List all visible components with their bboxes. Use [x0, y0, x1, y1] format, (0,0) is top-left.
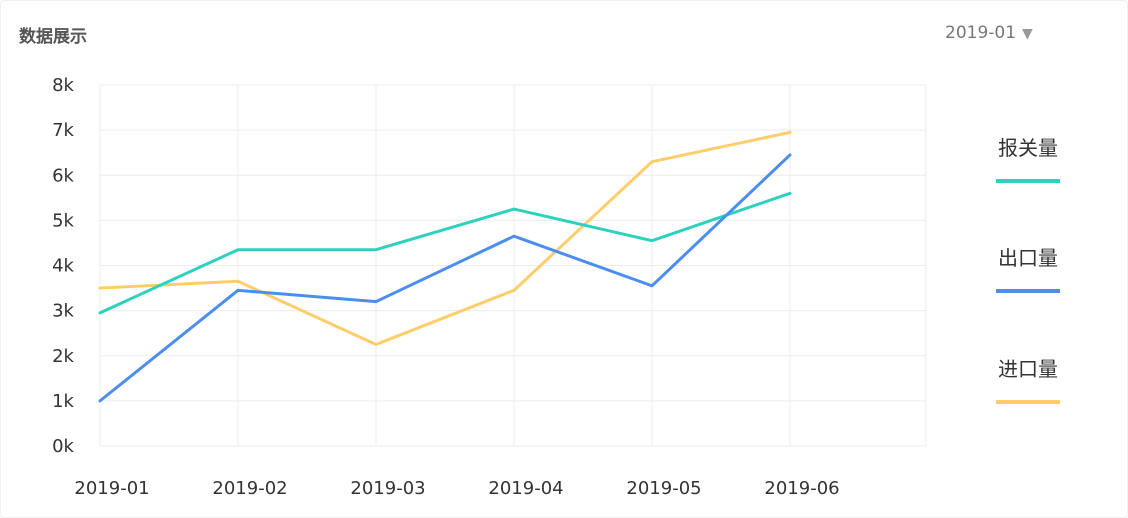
x-tick-label: 2019-03 [350, 478, 425, 499]
legend-label: 报关量 [998, 136, 1058, 160]
legend-label: 进口量 [998, 357, 1058, 381]
series-line [98, 153, 792, 403]
dropdown-arrow-icon: ▼ [1022, 26, 1033, 42]
legend-label: 出口量 [998, 246, 1058, 270]
y-tick-label: 7k [52, 120, 74, 141]
y-tick-label: 3k [52, 301, 74, 322]
x-tick-label: 2019-02 [212, 478, 287, 499]
x-tick-label: 2019-01 [74, 478, 149, 499]
x-tick-label: 2019-05 [626, 478, 701, 499]
month-select-value: 2019-01 [945, 23, 1017, 43]
y-tick-label: 2k [52, 346, 74, 367]
month-select[interactable]: 2019-01 ▼ [945, 23, 1033, 43]
x-tick-label: 2019-06 [764, 478, 839, 499]
x-tick-label: 2019-04 [488, 478, 563, 499]
y-tick-label: 4k [52, 256, 74, 277]
y-tick-label: 6k [52, 165, 74, 186]
series-line [98, 130, 792, 346]
y-axis: 0k 1k 2k 3k 4k 5k 6k 7k 8k [52, 75, 74, 457]
grid [99, 84, 927, 447]
y-tick-label: 0k [52, 436, 74, 457]
y-tick-label: 5k [52, 210, 74, 231]
y-tick-label: 8k [52, 75, 74, 96]
series-lines [98, 130, 792, 403]
x-axis: 2019-01 2019-02 2019-03 2019-04 2019-05 2019-… [74, 478, 839, 499]
card-title: 数据展示 [19, 27, 87, 47]
y-tick-label: 1k [52, 391, 74, 412]
series-line [98, 191, 792, 315]
